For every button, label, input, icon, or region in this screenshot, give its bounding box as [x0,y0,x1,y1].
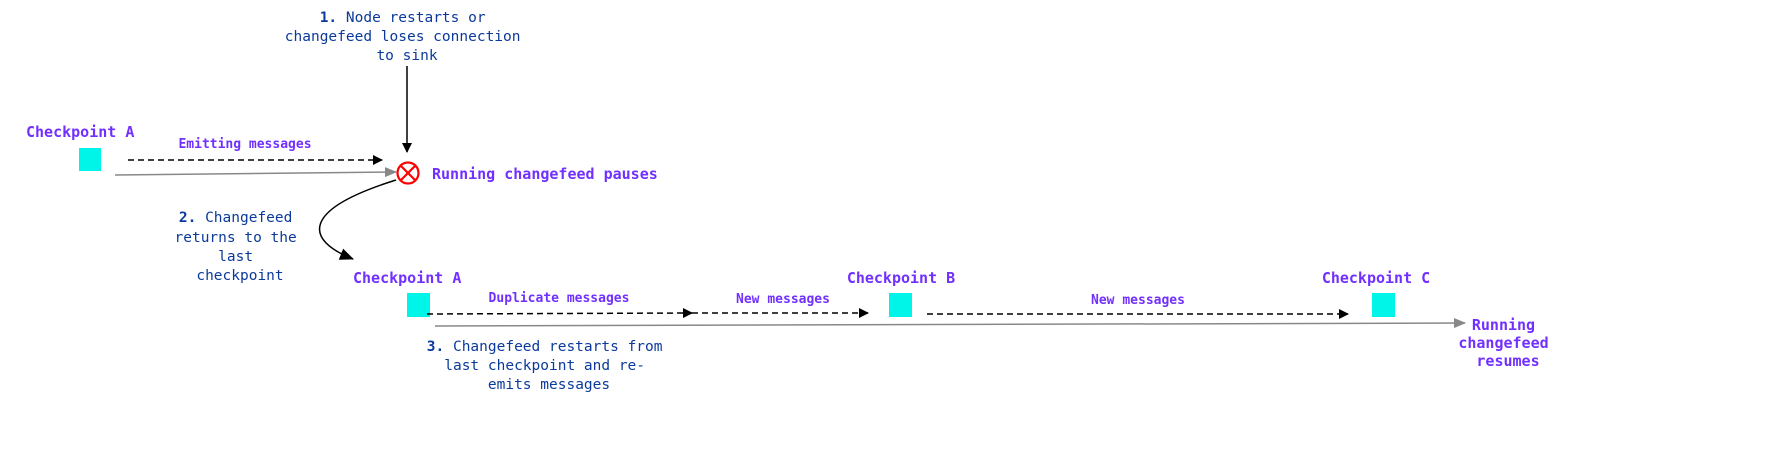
checkpoint-a-top-label: Checkpoint A [26,123,134,141]
step1-number: 1. [320,10,337,26]
step1-note: 1. Node restarts or changefeed loses con… [285,10,529,64]
duplicate-arrow [426,308,693,319]
checkpoint-a-bottom-marker [407,293,430,317]
checkpoint-c-marker [1372,293,1395,317]
new-messages-label-1: New messages [736,292,830,307]
checkpoint-c-label: Checkpoint C [1322,269,1430,287]
checkpoint-b-marker [889,293,912,317]
timeline-bottom [434,318,1466,329]
checkpoint-a-bottom-label: Checkpoint A [353,269,461,287]
checkpoint-b-label: Checkpoint B [847,269,955,287]
return-arrow [318,179,397,260]
checkpoint-a-top-marker [79,148,101,171]
circle-x-icon [396,161,420,185]
step3-note: 3. Changefeed restarts from last checkpo… [427,339,671,393]
step2-note: 2. Changefeed returns to the last checkp… [175,210,306,284]
pause-label: Running changefeed pauses [432,165,658,183]
timeline-top [114,167,397,178]
new-messages-label-2: New messages [1091,293,1185,308]
resume-label: Running changefeed resumes [1458,316,1557,370]
duplicate-messages-label: Duplicate messages [489,291,630,306]
emitting-messages-label: Emitting messages [178,137,311,152]
